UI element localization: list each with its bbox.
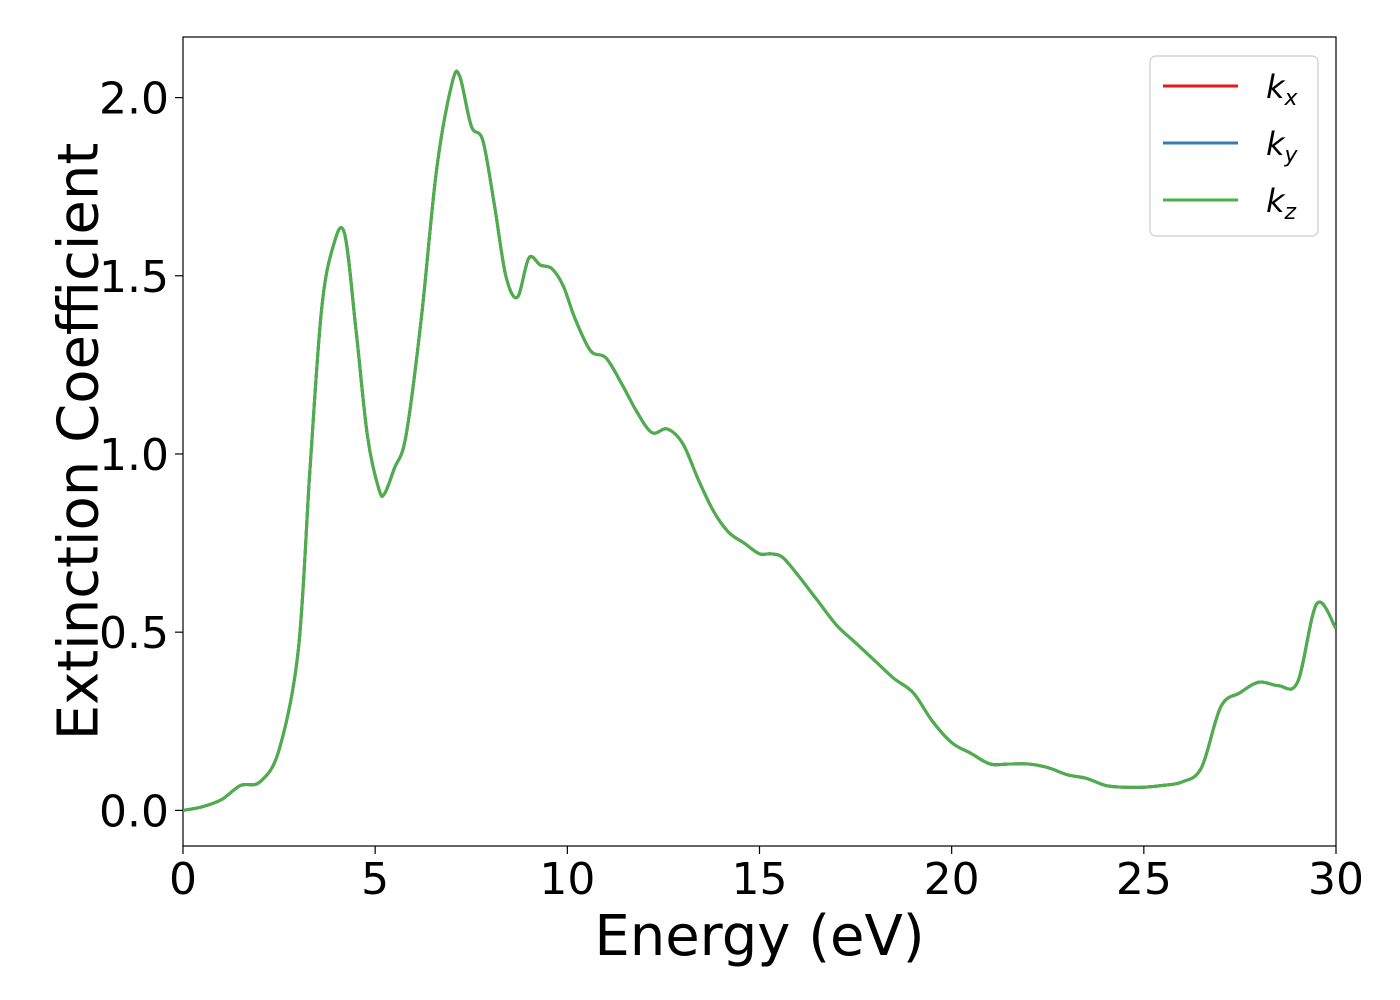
series-layer [183, 69, 1336, 812]
plot-area [182, 36, 1337, 847]
legend-label: ky [1266, 125, 1299, 168]
y-axis-title: Extinction Coefficient [47, 143, 112, 741]
legend: kx ky kz [1149, 55, 1319, 237]
x-tick-label: 5 [361, 854, 389, 905]
y-tick-label: 0.5 [99, 608, 169, 659]
y-tick-label: 1.0 [99, 430, 169, 481]
x-tick-label: 10 [539, 854, 595, 905]
x-axis-title: Energy (eV) [594, 904, 924, 969]
x-axis: 0 5 10 15 20 25 30 [169, 846, 1364, 905]
legend-label: kx [1266, 68, 1299, 111]
legend-box [1149, 55, 1319, 237]
y-tick-label: 2.0 [99, 74, 169, 125]
x-tick-label: 15 [732, 854, 788, 905]
y-tick-label: 0.0 [99, 786, 169, 837]
plot-frame [182, 36, 1337, 847]
y-tick-label: 1.5 [99, 252, 169, 303]
series-line-k-z [183, 69, 1336, 812]
x-tick-label: 0 [169, 854, 197, 905]
x-tick-label: 25 [1116, 854, 1172, 905]
x-tick-label: 30 [1308, 854, 1364, 905]
x-tick-label: 20 [924, 854, 980, 905]
legend-label: kz [1266, 182, 1297, 225]
y-axis: 0.0 0.5 1.0 1.5 2.0 [99, 74, 183, 837]
